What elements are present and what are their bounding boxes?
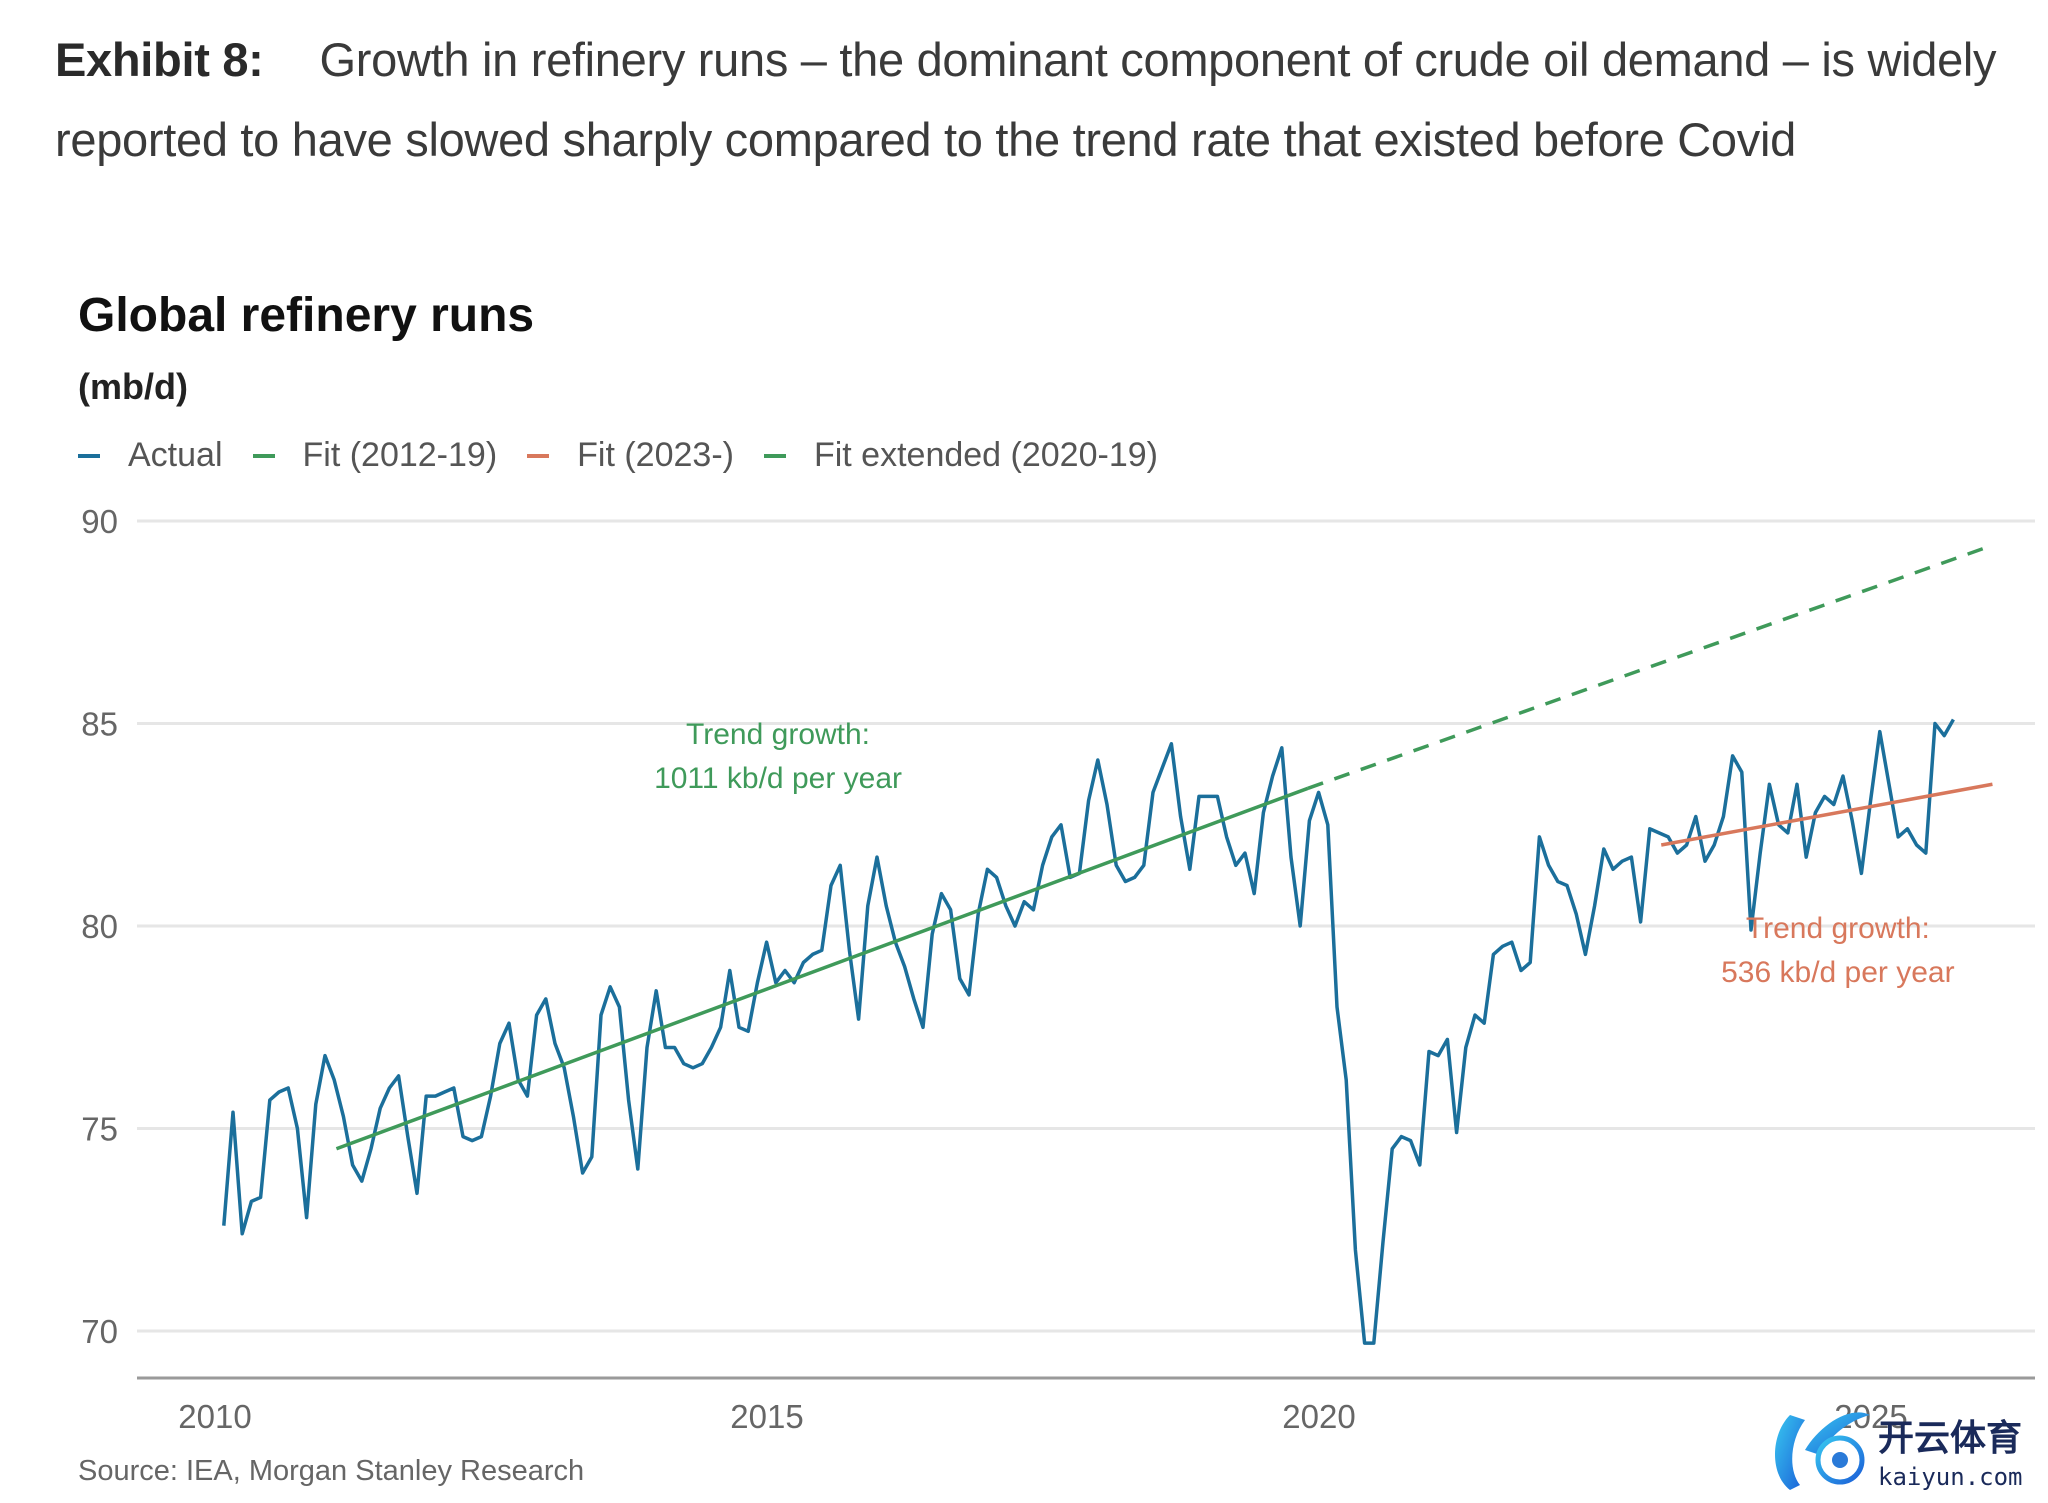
annotations: Trend growth: 1011 kb/d per year Trend gro… — [654, 718, 1955, 989]
y-tick-label: 85 — [81, 706, 118, 743]
watermark-cn: 开云体育 — [1878, 1418, 2022, 1459]
legend-item-fit-2023: Fit (2023-) — [527, 436, 734, 475]
exhibit-label: Exhibit 8: — [55, 33, 264, 86]
source-note: Source: IEA, Morgan Stanley Research — [78, 1455, 585, 1487]
legend-item-fit-extended: Fit extended (2020-19) — [763, 436, 1158, 475]
exhibit-text: Growth in refinery runs – the dominant c… — [55, 33, 1997, 166]
annotation-trend-growth-2: Trend growth: — [1746, 912, 1930, 945]
legend-swatch-fit-2023 — [527, 453, 550, 458]
legend-swatch-fit-extended — [763, 453, 786, 458]
chart-unit-label: (mb/d) — [78, 366, 188, 407]
x-tick-label: 2020 — [1282, 1398, 1355, 1435]
series-line-fit-extended-2020-19 — [1307, 543, 1994, 790]
gridlines — [137, 519, 2035, 1333]
series-group — [222, 543, 1994, 1345]
series-line-fit-2012-19 — [335, 786, 1309, 1151]
y-axis-ticks: 70 75 80 85 90 — [81, 503, 118, 1350]
chart-legend: Actual Fit (2012-19) Fit (2023-) Fit ext… — [78, 436, 1188, 475]
annotation-trend-growth-2: 536 kb/d per year — [1721, 956, 1954, 989]
legend-label-actual: Actual — [128, 436, 223, 474]
x-axis-ticks: 2010 2015 2020 2025 — [178, 1398, 1907, 1435]
series-line-fit-2023 — [1660, 782, 1993, 847]
legend-swatch-fit-2012-19 — [252, 453, 275, 458]
legend-item-actual: Actual — [78, 436, 223, 475]
y-tick-label: 90 — [81, 503, 118, 540]
watermark-en: kaiyun.com — [1878, 1463, 2023, 1491]
legend-swatch-actual — [78, 453, 100, 458]
annotation-trend-growth-1: 1011 kb/d per year — [654, 762, 902, 795]
watermark-logo: 开云体育 kaiyun.com — [1760, 1395, 2048, 1498]
legend-item-fit-2012-19: Fit (2012-19) — [252, 436, 498, 475]
y-tick-label: 70 — [81, 1313, 118, 1350]
legend-label-fit-extended: Fit extended (2020-19) — [813, 436, 1158, 474]
legend-label-fit-2023: Fit (2023-) — [577, 436, 734, 474]
annotation-trend-growth-1: Trend growth: — [686, 718, 870, 751]
x-tick-label: 2015 — [730, 1398, 803, 1435]
exhibit-caption: Exhibit 8: Growth in refinery runs – the … — [55, 20, 2045, 180]
series-line-actual — [222, 718, 1955, 1345]
x-tick-label: 2010 — [178, 1398, 251, 1435]
y-tick-label: 75 — [81, 1111, 118, 1148]
legend-label-fit-2012-19: Fit (2012-19) — [302, 436, 498, 474]
y-tick-label: 80 — [81, 908, 118, 945]
chart-title: Global refinery runs — [78, 289, 535, 342]
